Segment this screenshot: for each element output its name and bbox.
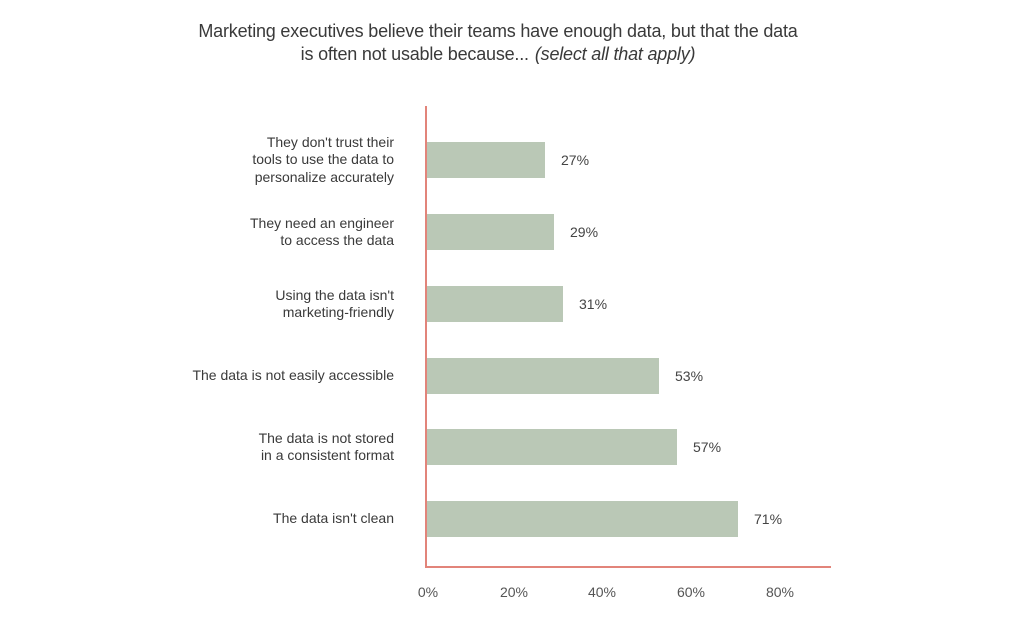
- y-axis-line: [425, 106, 427, 567]
- bar: [427, 501, 738, 537]
- category-label: The data is not easily accessible: [154, 367, 394, 385]
- x-tick-label: 40%: [587, 584, 617, 600]
- category-label: Using the data isn't marketing-friendly: [154, 287, 394, 322]
- category-label-line: to access the data: [280, 232, 394, 248]
- category-label: They don't trust their tools to use the d…: [154, 134, 394, 187]
- bar: [427, 214, 554, 250]
- x-axis-line: [425, 566, 831, 568]
- category-label-line: marketing-friendly: [282, 304, 394, 320]
- bar: [427, 286, 563, 322]
- x-tick-label: 0%: [417, 584, 439, 600]
- title-line-1: Marketing executives believe their teams…: [198, 21, 798, 41]
- category-label-line: personalize accurately: [254, 168, 394, 185]
- bar-value-label: 31%: [579, 296, 608, 312]
- category-label: The data isn't clean: [154, 510, 394, 528]
- x-tick-label: 20%: [499, 584, 529, 600]
- x-tick-label: 60%: [676, 584, 706, 600]
- bar-value-label: 29%: [570, 224, 599, 240]
- title-line-2: is often not usable because... (select al…: [300, 44, 696, 64]
- bar-value-label: 27%: [561, 152, 590, 168]
- category-label-line: The data is not stored: [258, 429, 394, 446]
- x-tick-label: 80%: [765, 584, 795, 600]
- category-label-line: They need an engineer: [250, 214, 394, 231]
- bar: [427, 358, 659, 394]
- bar-value-label: 53%: [675, 368, 704, 384]
- category-label-line: The data is not easily accessible: [192, 367, 394, 384]
- category-label-line: tools to use the data to: [252, 151, 394, 168]
- category-label: The data is not stored in a consistent fo…: [154, 430, 394, 465]
- category-label: They need an engineer to access the data: [154, 215, 394, 250]
- title-note: (select all that apply): [534, 44, 696, 64]
- chart-title: Marketing executives believe their teams…: [0, 20, 996, 66]
- bar: [427, 142, 545, 178]
- bar: [427, 429, 677, 465]
- category-label-line: The data isn't clean: [273, 510, 394, 527]
- bar-value-label: 57%: [693, 439, 722, 455]
- category-label-line: They don't trust their: [266, 133, 394, 150]
- category-label-line: in a consistent format: [260, 447, 394, 463]
- bar-value-label: 71%: [754, 511, 783, 527]
- category-label-line: Using the data isn't: [275, 286, 394, 303]
